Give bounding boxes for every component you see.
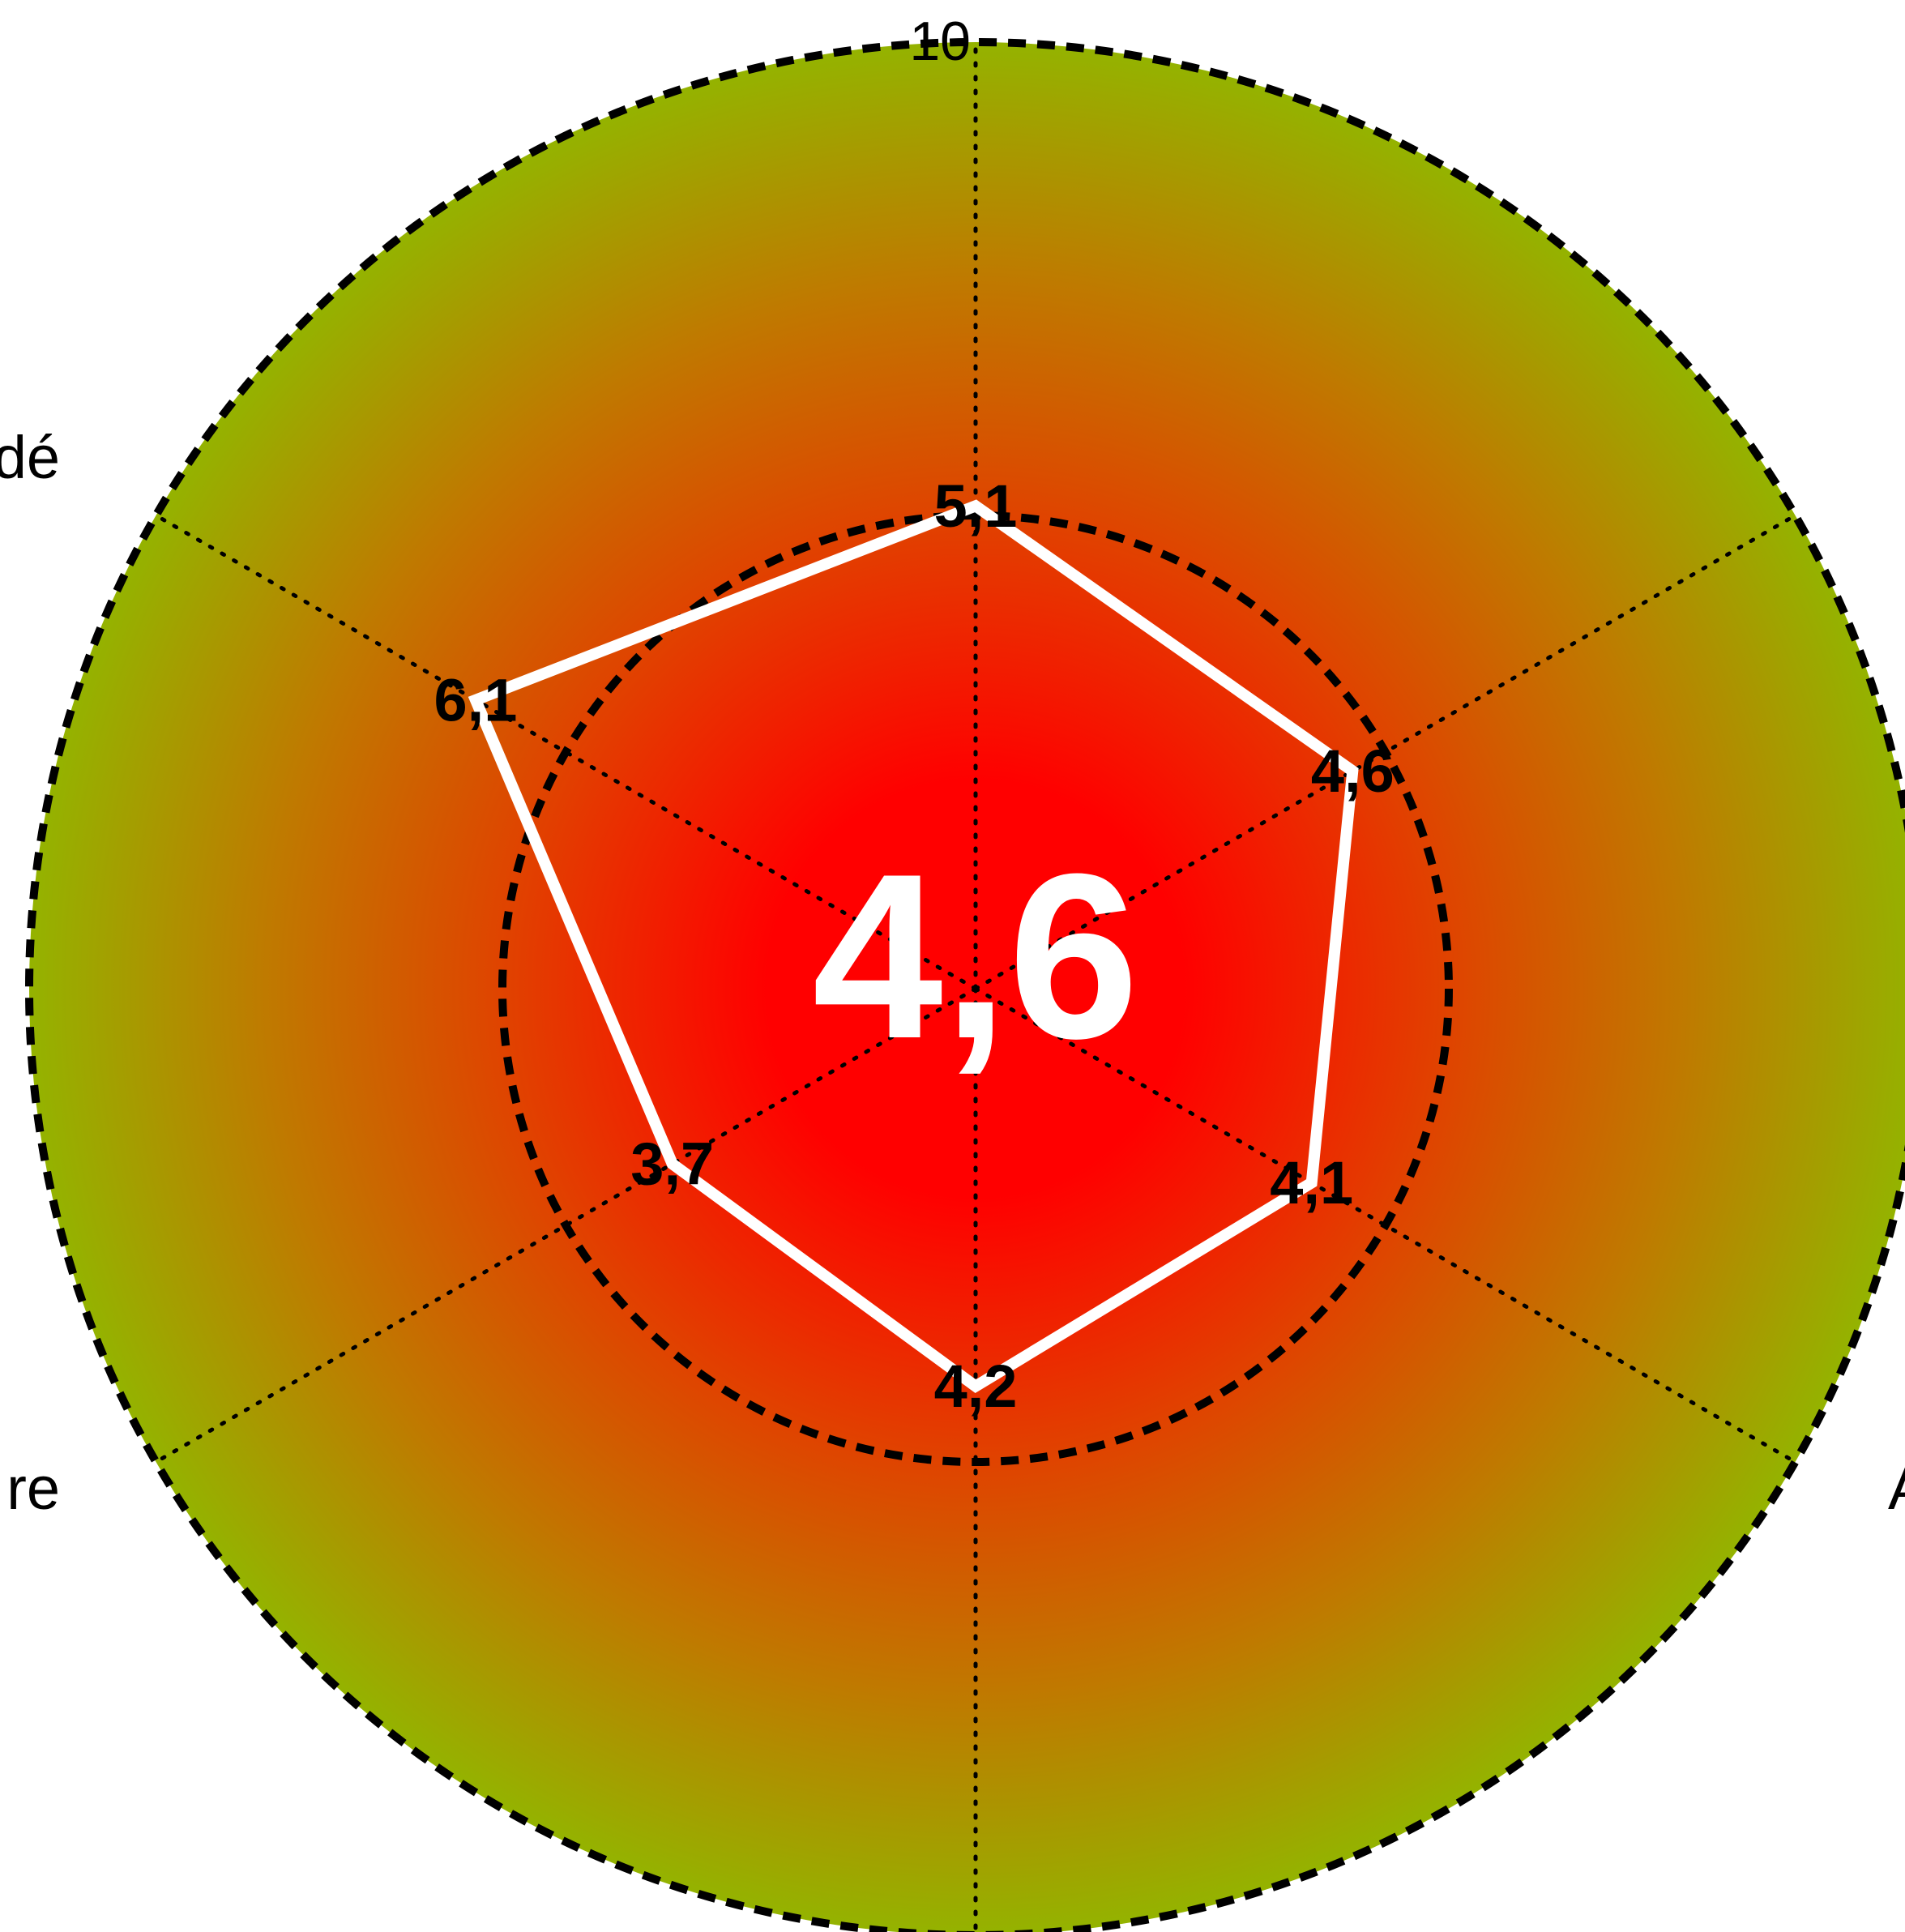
spoke-line <box>973 513 1798 991</box>
spoke-line <box>153 986 978 1464</box>
spoke-line <box>973 986 1798 1464</box>
radar-background <box>29 42 1905 1932</box>
radar-spokes <box>153 40 1798 1932</box>
value-label: 6,1 <box>434 666 518 733</box>
value-label: 5,1 <box>934 472 1018 540</box>
category-label: re <box>6 1455 60 1522</box>
center-score: 4,6 <box>812 825 1138 1088</box>
category-label: dé <box>0 424 60 491</box>
category-label: A <box>1888 1455 1905 1522</box>
value-label: 4,2 <box>934 1353 1018 1420</box>
value-label: 4,6 <box>1311 737 1395 805</box>
reference-ring <box>498 511 1453 1466</box>
radial-tick-labels: 10 <box>909 11 971 72</box>
value-labels: 5,1 4,6 4,1 4,2 3,7 6,1 <box>434 472 1395 1420</box>
value-label: 4,1 <box>1270 1149 1353 1216</box>
score-polygon <box>468 499 1359 1394</box>
value-label: 3,7 <box>630 1131 714 1198</box>
spoke-line <box>153 513 978 991</box>
radar-rings <box>25 38 1905 1932</box>
category-labels: dé re A <box>0 424 1905 1522</box>
radial-tick-label: 10 <box>909 11 971 72</box>
